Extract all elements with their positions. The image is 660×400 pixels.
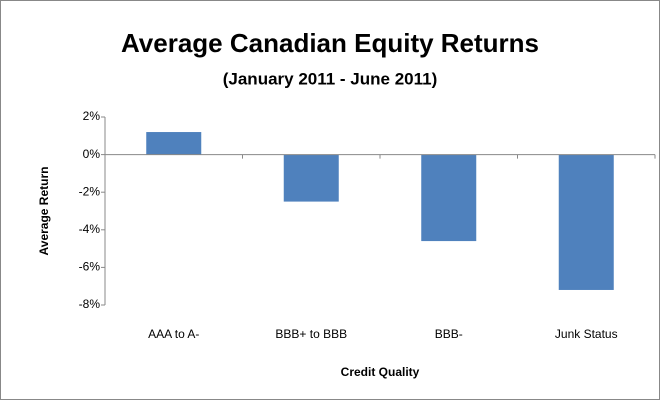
y-axis-title: Average Return (37, 167, 51, 256)
bar (421, 154, 477, 242)
y-tick-label: 0% (83, 147, 101, 161)
x-tick-label: AAA to A- (148, 327, 199, 341)
chart-subtitle: (January 2011 - June 2011) (223, 69, 438, 88)
bar (283, 154, 339, 202)
x-tick-label: BBB+ to BBB (275, 327, 347, 341)
y-tick-label: -2% (79, 184, 101, 198)
bar (146, 132, 202, 155)
y-tick-label: -6% (79, 260, 101, 274)
y-tick-label: -8% (79, 297, 101, 311)
y-tick-label: 2% (83, 109, 101, 123)
x-axis-title: Credit Quality (341, 365, 420, 379)
chart-title: Average Canadian Equity Returns (121, 28, 539, 58)
y-tick-label: -4% (79, 222, 101, 236)
bar (558, 154, 614, 290)
x-tick-label: BBB- (435, 327, 463, 341)
x-tick-label: Junk Status (555, 327, 618, 341)
